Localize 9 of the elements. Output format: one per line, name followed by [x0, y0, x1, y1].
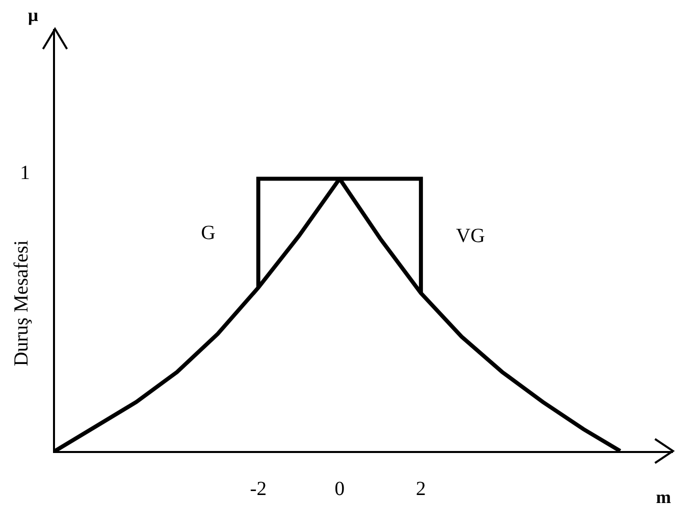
text: μ — [28, 5, 38, 25]
x-axis-title: m — [656, 487, 671, 507]
text: G — [201, 222, 216, 244]
text: 1 — [20, 162, 30, 184]
y-axis-title: Duruş Mesafesi — [10, 240, 33, 366]
x-tick-label: -2 — [250, 478, 267, 500]
x-tick-label: 2 — [416, 478, 426, 500]
x-tick-label: 0 — [334, 478, 345, 500]
series-label: VG — [456, 225, 485, 247]
